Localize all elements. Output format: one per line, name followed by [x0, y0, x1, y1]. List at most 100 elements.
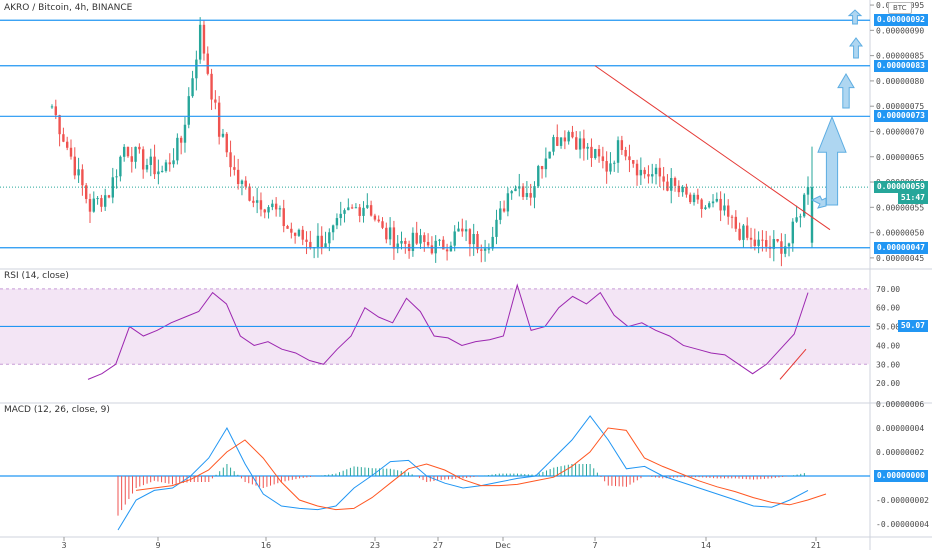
candle-body	[495, 219, 498, 237]
candle-body	[172, 160, 175, 165]
rsi-level-badge: 50.07	[897, 320, 928, 333]
candle-body	[339, 213, 342, 219]
candle-body	[419, 235, 422, 244]
candle-body	[157, 171, 160, 175]
candle-body	[103, 195, 107, 207]
candle-body	[290, 228, 293, 233]
candle-body	[252, 200, 255, 203]
candle-body	[476, 234, 479, 250]
candle-body	[453, 231, 456, 246]
candle-body	[331, 225, 335, 233]
currency-tag[interactable]: BTC	[888, 2, 912, 14]
candle-body	[84, 185, 88, 200]
rsi-axis-tick: 20.00	[876, 379, 900, 388]
candle-body	[704, 207, 707, 210]
level-price-badge: 0.00000073	[873, 110, 928, 123]
candle-body	[776, 239, 779, 242]
candle-body	[411, 232, 415, 252]
candle-body	[77, 169, 80, 176]
up-arrow-2	[837, 73, 855, 109]
candle-body	[362, 207, 365, 216]
candle-body	[548, 151, 551, 159]
date-tick: 21	[811, 541, 821, 550]
candle-body	[711, 201, 715, 204]
candle-body	[487, 248, 491, 250]
price-axis-tick: 0.00000075	[876, 102, 924, 111]
candle-body	[62, 134, 65, 142]
candle-body	[563, 137, 567, 142]
candle-body	[620, 140, 624, 151]
price-axis-tick: 0.00000080	[876, 77, 924, 86]
candle-body	[415, 232, 418, 244]
level-price-badge: 0.00000092	[873, 14, 928, 27]
candle-body	[392, 227, 396, 249]
candle-body	[130, 156, 133, 162]
up-arrow-3	[849, 37, 863, 59]
candle-body	[681, 186, 684, 193]
candle-body	[377, 219, 380, 222]
candle-body	[96, 198, 99, 200]
candle-body	[115, 176, 118, 178]
candle-body	[624, 150, 627, 157]
candle-body	[730, 216, 734, 218]
candle-body	[670, 178, 673, 191]
candle-body	[575, 137, 578, 150]
date-tick: 14	[701, 541, 711, 550]
candle-body	[274, 203, 278, 210]
price-axis-tick: 0.00000065	[876, 153, 924, 162]
candle-body	[696, 194, 700, 200]
price-axis-tick: 0.00000045	[876, 254, 924, 263]
macd-line	[117, 415, 809, 531]
candle-body	[122, 146, 126, 157]
candle-body	[506, 193, 510, 212]
candle-body	[734, 216, 738, 229]
candle-body	[244, 180, 247, 187]
candle-body	[388, 227, 392, 240]
candle-body	[438, 239, 441, 241]
rsi-axis-tick: 70.00	[876, 285, 900, 294]
candle-body	[692, 194, 696, 203]
candle-body	[514, 188, 517, 192]
candle-body	[609, 163, 612, 172]
candle-body	[217, 102, 221, 137]
candle-body	[255, 200, 259, 203]
candle-body	[214, 99, 217, 103]
candle-body	[282, 208, 285, 227]
candle-body	[594, 149, 597, 159]
candle-body	[647, 174, 650, 177]
level-price-badge: 0.00000047	[873, 241, 928, 254]
candle-body	[88, 199, 92, 212]
candle-body	[278, 208, 282, 210]
candle-body	[65, 141, 69, 148]
candle-body	[263, 209, 266, 213]
candle-body	[73, 156, 76, 176]
candle-body	[533, 186, 536, 198]
macd-axis-tick: -0.00000002	[876, 496, 929, 505]
date-tick: 27	[433, 541, 443, 550]
candle-body	[791, 221, 795, 244]
candle-body	[658, 167, 662, 177]
candle-body	[613, 162, 616, 164]
up-arrow-4	[847, 9, 863, 25]
macd-axis-tick: 0.00000006	[876, 400, 924, 409]
candle-body	[202, 24, 206, 54]
candle-body	[369, 205, 373, 216]
candle-body	[240, 180, 244, 185]
candle-body	[58, 115, 61, 135]
candle-body	[198, 24, 202, 60]
candle-body	[795, 217, 798, 222]
candle-body	[556, 137, 559, 146]
candle-body	[715, 198, 719, 202]
candle-body	[673, 178, 677, 186]
candle-body	[677, 185, 681, 193]
macd-axis-tick: 0.00000004	[876, 424, 924, 433]
candles	[50, 17, 810, 267]
candle-body	[81, 169, 84, 186]
candle-body	[472, 234, 475, 245]
candle-body	[544, 158, 548, 170]
candle-body	[689, 194, 692, 203]
candle-body	[385, 227, 388, 240]
candle-body	[772, 239, 776, 249]
candle-body	[567, 131, 570, 142]
